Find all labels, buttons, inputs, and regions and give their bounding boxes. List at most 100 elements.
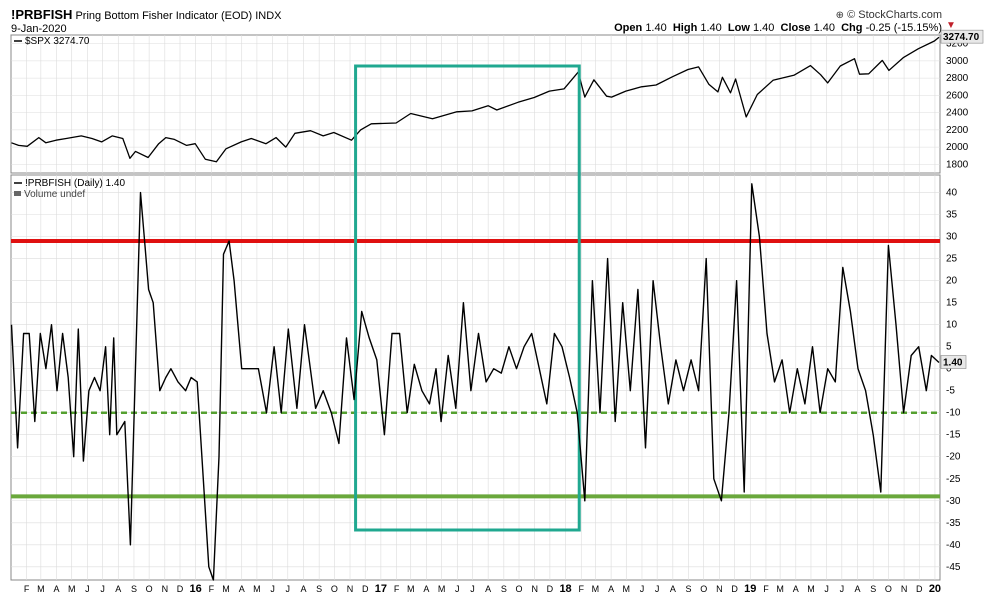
x-tick-label: M bbox=[438, 584, 446, 594]
x-tick-label: J bbox=[655, 584, 660, 594]
x-tick-label: S bbox=[316, 584, 322, 594]
x-tick-label: F bbox=[394, 584, 400, 594]
price-y-tick-label: 3000 bbox=[946, 56, 969, 67]
indicator-y-tick-label: -20 bbox=[946, 452, 961, 463]
x-tick-label: 19 bbox=[744, 583, 756, 595]
x-tick-label: 17 bbox=[375, 583, 387, 595]
x-tick-label: J bbox=[840, 584, 845, 594]
x-tick-label: S bbox=[686, 584, 692, 594]
x-tick-label: J bbox=[640, 584, 645, 594]
x-tick-label: 18 bbox=[559, 583, 571, 595]
price-y-tick-label: 2200 bbox=[946, 125, 969, 136]
x-tick-label: O bbox=[516, 584, 523, 594]
x-tick-label: 20 bbox=[929, 583, 941, 595]
down-triangle-icon: ▼ bbox=[946, 20, 956, 31]
x-tick-label: O bbox=[146, 584, 153, 594]
price-y-tick-label: 2600 bbox=[946, 90, 969, 101]
indicator-y-tick-label: -45 bbox=[946, 562, 961, 573]
prbfish-last-value-tag bbox=[940, 355, 967, 369]
spx-last-value-tag bbox=[940, 29, 984, 44]
ohlc-readout: Open 1.40 High 1.40 Low 1.40 Close 1.40 … bbox=[614, 22, 942, 34]
low-label: Low bbox=[727, 22, 750, 34]
x-tick-label: O bbox=[331, 584, 338, 594]
x-tick-label: M bbox=[776, 584, 784, 594]
exchange: INDX bbox=[255, 10, 282, 22]
x-tick-label: M bbox=[407, 584, 415, 594]
x-tick-label: M bbox=[807, 584, 815, 594]
price-panel-frame bbox=[10, 34, 941, 174]
x-tick-label: O bbox=[700, 584, 707, 594]
close-label: Close bbox=[780, 22, 811, 34]
x-tick-label: J bbox=[470, 584, 475, 594]
chg-value: -0.25 (-15.15%) bbox=[865, 22, 942, 34]
chart-date: 9-Jan-2020 bbox=[11, 23, 67, 35]
indicator-y-tick-label: 15 bbox=[946, 298, 958, 309]
price-y-tick-label: 2400 bbox=[946, 108, 969, 119]
x-tick-label: A bbox=[239, 584, 245, 594]
indicator-y-tick-label: 5 bbox=[946, 342, 952, 353]
indicator-y-tick-label: 0 bbox=[946, 364, 952, 375]
x-tick-label: M bbox=[623, 584, 631, 594]
symbol: !PRBFISH bbox=[11, 7, 73, 22]
x-tick-label: O bbox=[885, 584, 892, 594]
indicator-y-tick-label: -15 bbox=[946, 430, 961, 441]
copyright: ⊕ © StockCharts.com bbox=[836, 9, 942, 21]
price-y-tick-label: 1800 bbox=[946, 159, 969, 170]
x-tick-label: A bbox=[608, 584, 614, 594]
highlight-box bbox=[354, 64, 581, 532]
stockcharts-logo-icon: ⊕ bbox=[835, 10, 845, 21]
x-tick-label: M bbox=[222, 584, 230, 594]
x-tick-label: A bbox=[300, 584, 306, 594]
x-tick-label: J bbox=[270, 584, 275, 594]
x-tick-label: D bbox=[547, 584, 554, 594]
indicator-y-tick-label: 40 bbox=[946, 188, 958, 199]
prbfish-last-value: 1.40 bbox=[943, 358, 963, 369]
prbfish-legend: !PRBFISH (Daily) 1.40 bbox=[25, 178, 125, 189]
x-tick-label: D bbox=[916, 584, 923, 594]
high-label: High bbox=[672, 22, 698, 34]
x-tick-label: F bbox=[579, 584, 585, 594]
chart-header: !PRBFISH Pring Bottom Fisher Indicator (… bbox=[11, 7, 281, 22]
x-tick-label: A bbox=[54, 584, 60, 594]
spx-line bbox=[11, 36, 940, 163]
x-tick-label: M bbox=[37, 584, 45, 594]
x-tick-label: 16 bbox=[190, 583, 202, 595]
chg-label: Chg bbox=[841, 22, 863, 34]
x-tick-label: A bbox=[855, 584, 861, 594]
x-tick-label: J bbox=[824, 584, 829, 594]
x-tick-label: S bbox=[870, 584, 876, 594]
x-tick-label: N bbox=[716, 584, 723, 594]
spx-last-value: 3274.70 bbox=[943, 32, 980, 43]
x-tick-label: J bbox=[100, 584, 105, 594]
low-value: 1.40 bbox=[752, 22, 775, 34]
indicator-y-tick-label: 25 bbox=[946, 254, 958, 265]
indicator-y-tick-label: 10 bbox=[946, 320, 958, 331]
x-tick-label: A bbox=[485, 584, 491, 594]
indicator-y-tick-label: -35 bbox=[946, 518, 961, 529]
indicator-y-tick-label: -25 bbox=[946, 474, 961, 485]
x-tick-label: N bbox=[162, 584, 169, 594]
x-tick-label: D bbox=[177, 584, 184, 594]
high-value: 1.40 bbox=[700, 22, 722, 34]
x-tick-label: S bbox=[501, 584, 507, 594]
x-tick-label: M bbox=[592, 584, 600, 594]
indicator-y-tick-label: 30 bbox=[946, 232, 958, 243]
open-label: Open bbox=[614, 22, 643, 34]
x-tick-label: A bbox=[793, 584, 799, 594]
indicator-y-tick-label: 35 bbox=[946, 210, 958, 221]
indicator-panel-frame bbox=[10, 174, 941, 581]
price-y-tick-label: 3200 bbox=[946, 39, 969, 50]
x-tick-label: A bbox=[115, 584, 121, 594]
x-tick-label: M bbox=[68, 584, 76, 594]
x-tick-label: A bbox=[423, 584, 429, 594]
x-tick-label: N bbox=[347, 584, 354, 594]
open-value: 1.40 bbox=[645, 22, 667, 34]
x-tick-label: J bbox=[286, 584, 291, 594]
x-tick-label: F bbox=[209, 584, 215, 594]
x-tick-label: M bbox=[253, 584, 261, 594]
copyright-text: © StockCharts.com bbox=[847, 9, 942, 21]
indicator-y-tick-label: -40 bbox=[946, 540, 961, 551]
x-tick-label: F bbox=[24, 584, 30, 594]
indicator-name: Pring Bottom Fisher Indicator (EOD) bbox=[75, 10, 253, 22]
prbfish-line bbox=[10, 183, 940, 581]
